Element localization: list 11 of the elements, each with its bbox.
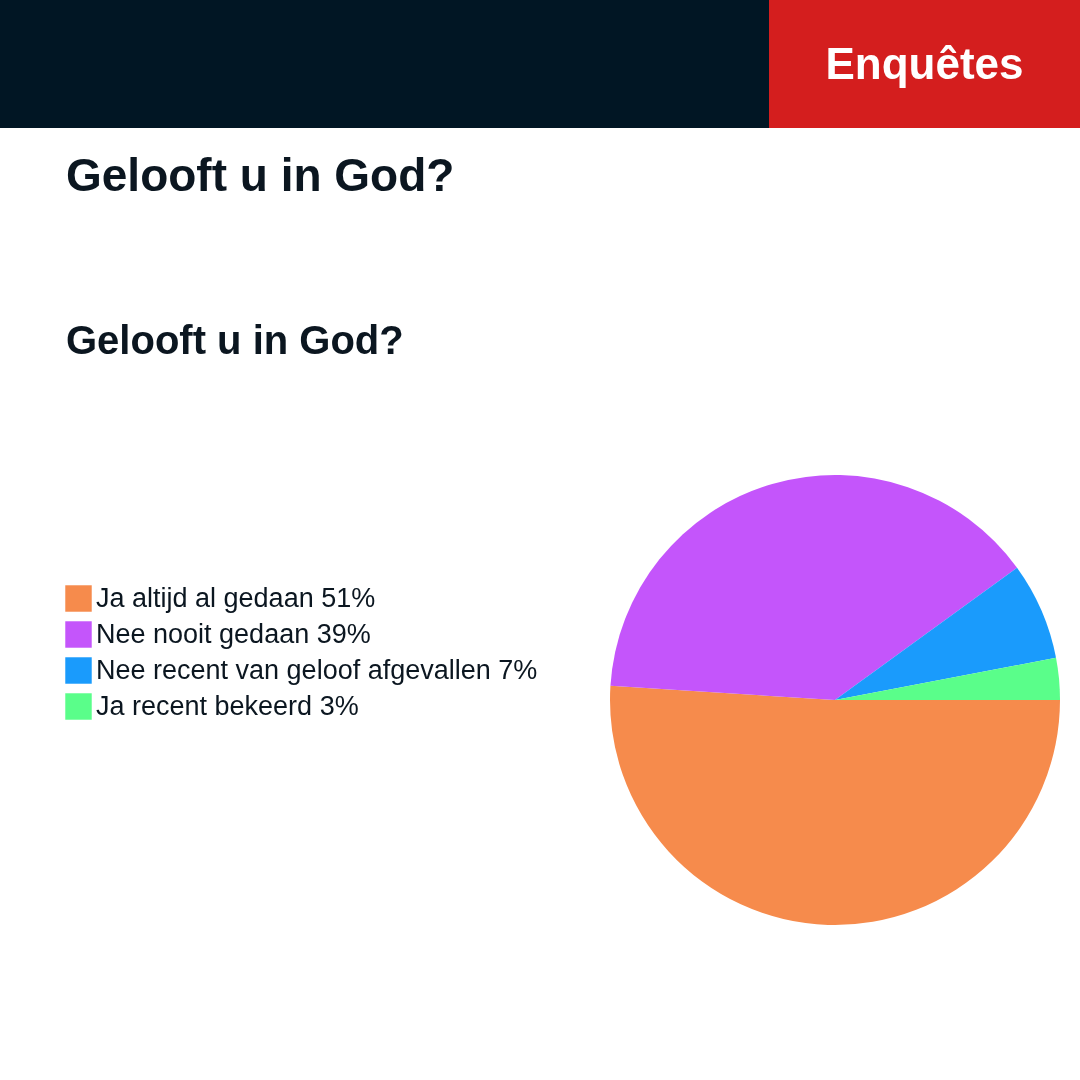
text: Enquêtes: [769, 0, 1080, 128]
pie-slice: [610, 685, 1060, 925]
pie-slice: [835, 567, 1057, 700]
legend-label: Ja altijd al gedaan 51%: [96, 582, 376, 613]
legend-label: Nee nooit gedaan 39%: [96, 618, 371, 649]
legend-label: Nee recent van geloof afgevallen 7%: [96, 654, 538, 685]
legend-label: Ja recent bekeerd 3%: [96, 690, 359, 721]
pie-slice: [610, 475, 1018, 700]
chart-subtitle: Gelooft u in God?: [66, 318, 404, 363]
chart-title: Gelooft u in God?: [66, 148, 455, 202]
pie-slice: [835, 657, 1060, 700]
